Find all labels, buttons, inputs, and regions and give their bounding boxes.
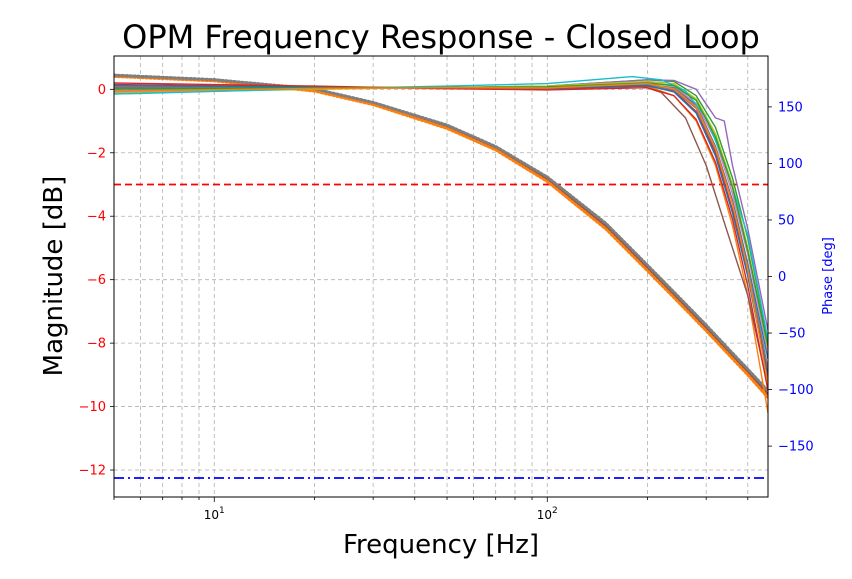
magnitude-series-line: [114, 84, 768, 379]
magnitude-series-line: [114, 82, 768, 388]
phase-series-line: [114, 74, 768, 399]
phase-series-line: [114, 73, 768, 393]
phase-tick-label: 50: [778, 213, 795, 228]
data-series: [114, 73, 768, 414]
magnitude-series-line: [114, 79, 768, 344]
magnitude-series-line: [114, 82, 768, 391]
magnitude-series-line: [114, 80, 768, 350]
phase-axis-label: Phase [deg]: [821, 237, 836, 315]
y-tick-label: −6: [87, 273, 106, 288]
magnitude-series-line: [114, 75, 768, 341]
magnitude-series-line: [114, 82, 768, 385]
phase-tick-label: 0: [778, 270, 786, 285]
x-tick-label: 101: [204, 506, 225, 522]
y-tick-label: −10: [79, 400, 106, 415]
phase-tick-label: 150: [778, 100, 803, 115]
y-tick-label: −8: [87, 337, 106, 352]
y-tick-label: −12: [79, 464, 106, 479]
phase-tick-label: −100: [778, 383, 814, 398]
phase-tick-label: −50: [778, 327, 805, 342]
y-tick-label: 0: [98, 83, 106, 98]
phase-tick-label: 100: [778, 157, 803, 172]
y-axis-label: Magnitude [dB]: [39, 176, 69, 377]
magnitude-series-line: [114, 85, 768, 414]
reference-lines: [114, 183, 768, 479]
x-tick-label: 102: [537, 506, 558, 522]
x-axis-label: Frequency [Hz]: [343, 530, 539, 560]
axes: 0 −2 −4 −6 −8 −10 −12 150 100 50 0 −50 −100 −150 101 10…: [79, 55, 814, 522]
y-tick-label: −4: [87, 210, 106, 225]
magnitude-series-line: [114, 83, 768, 376]
y-tick-label: −2: [87, 146, 106, 161]
phase-tick-label: −150: [778, 440, 814, 455]
chart-title: OPM Frequency Response - Closed Loop: [122, 18, 760, 56]
